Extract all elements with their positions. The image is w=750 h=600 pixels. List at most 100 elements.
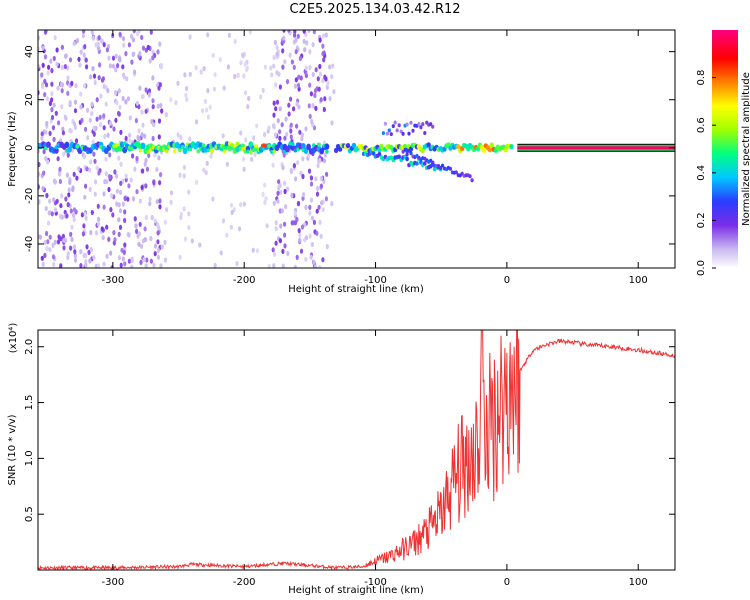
spectrogram-cell <box>72 212 76 218</box>
spectrogram-cell <box>117 155 121 161</box>
spectrogram-cell <box>47 64 51 70</box>
spectrogram-cell <box>82 83 86 89</box>
spectrogram-cell <box>322 106 326 113</box>
spectrogram-cell <box>169 97 173 103</box>
spectrogram-cell <box>109 250 113 256</box>
spectrogram-cell <box>309 254 313 260</box>
spectrogram-cell <box>405 156 409 162</box>
spectrogram-cell <box>253 151 257 157</box>
spectrogram-cell <box>108 63 112 69</box>
spectrogram-cell <box>143 133 147 139</box>
spectrogram-cell <box>237 226 242 232</box>
snr-frame <box>37 329 676 571</box>
spectrogram-cell <box>149 30 153 35</box>
spectrogram-cell <box>135 155 139 162</box>
spectrogram-cell <box>225 161 229 167</box>
colorbar-tick-label: 0.8 <box>696 70 707 86</box>
spectrogram-cell <box>95 97 99 103</box>
spectrogram-cell <box>141 238 145 244</box>
spectrogram-cell <box>287 111 291 117</box>
spectrogram-cell <box>148 201 152 207</box>
snr-x-label: Height of straight line (km) <box>288 585 424 596</box>
spectrogram-cell <box>296 200 301 207</box>
spectrogram-cell <box>66 75 70 81</box>
spectrogram-cell <box>307 30 311 33</box>
spectrogram-cell <box>44 206 48 212</box>
spectrogram-cell <box>326 80 330 86</box>
spectrogram-cell <box>309 175 314 181</box>
spectrogram-cell <box>187 211 191 217</box>
spectrogram-cell <box>103 133 107 139</box>
spectrogram-cell <box>196 149 200 154</box>
spectrogram-cell <box>138 50 142 57</box>
spectrogram-cell <box>60 44 64 50</box>
spectrogram-cell <box>117 231 121 237</box>
spectrogram-cell <box>318 265 322 268</box>
spectrogram-cell <box>293 148 298 153</box>
spectrogram-cells <box>38 30 675 268</box>
spectrogram-cell <box>144 263 148 268</box>
x-tick-label: 0 <box>504 275 510 286</box>
spectrogram-cell <box>44 155 48 162</box>
spectrogram-cell <box>156 49 160 55</box>
spectrogram-cell <box>93 79 97 86</box>
spectrogram-cell <box>415 161 419 166</box>
spectrogram-cell <box>146 44 150 51</box>
spectrogram-cell <box>269 65 273 71</box>
spectrogram-cell <box>212 86 216 92</box>
spectrogram-cell <box>151 104 155 110</box>
spectrogram-cell <box>309 197 314 203</box>
spectrogram-cell <box>70 80 74 86</box>
spectrogram-cell <box>371 151 376 156</box>
spectrogram-cell <box>272 149 277 154</box>
spectrogram-cell <box>489 142 494 148</box>
spectrogram-cell <box>194 179 199 185</box>
spectrogram-cell <box>385 131 389 136</box>
spectrogram-cell <box>263 182 267 188</box>
spectrogram-cell <box>233 38 237 45</box>
spectrogram-cell <box>300 136 304 142</box>
spectrogram-cell <box>113 169 117 175</box>
spectrogram-cell <box>241 52 245 58</box>
spectrogram-cell <box>318 219 322 225</box>
spectrogram-cell <box>423 161 427 166</box>
spectrogram-cell <box>69 128 73 134</box>
spectrogram-cell <box>160 244 164 250</box>
spectrogram-cell <box>80 117 84 123</box>
spectrogram-cell <box>274 226 278 232</box>
spectrogram-cell <box>115 173 119 179</box>
spectrogram-cell <box>176 80 180 86</box>
spectrogram-cell <box>294 77 298 83</box>
spectrogram-cell <box>60 64 64 71</box>
spectrogram-cell <box>139 259 143 265</box>
snr-x-ticks: -300 -200 -100 0 100 <box>102 330 648 588</box>
spectrogram-cell <box>304 235 309 241</box>
spectrogram-cell <box>337 146 343 152</box>
spectrogram-cell <box>199 69 203 75</box>
spectrogram-cell <box>183 72 187 78</box>
spectrogram-cell <box>308 82 312 88</box>
spectrogram-cell <box>43 30 48 35</box>
spectrogram-cell <box>300 132 304 138</box>
spectrogram-cell <box>137 128 141 134</box>
spectrogram-cell <box>209 153 213 159</box>
x-tick-label: -300 <box>102 577 125 588</box>
spectrogram-cell <box>93 158 97 164</box>
spectrogram-cell <box>127 42 131 48</box>
spectrogram-cell <box>285 131 289 137</box>
spectrogram-cell <box>163 239 167 245</box>
spectrogram-cell <box>331 63 335 69</box>
spectrogram-cell <box>307 168 312 174</box>
spectrogram-cell <box>300 224 305 230</box>
spectrogram-cell <box>185 97 189 103</box>
spectrogram-cell <box>281 165 285 171</box>
spectrogram-cell <box>104 171 108 177</box>
spectrogram-cell <box>241 156 245 162</box>
spectrogram-cell <box>289 128 293 134</box>
spectrogram-cell <box>429 122 433 127</box>
spectrogram-cell <box>157 85 161 91</box>
spectrogram-cell <box>102 113 106 119</box>
spectrogram-cell <box>134 223 138 229</box>
spectrogram-cell <box>148 58 152 64</box>
spectrogram-cell <box>298 129 302 135</box>
